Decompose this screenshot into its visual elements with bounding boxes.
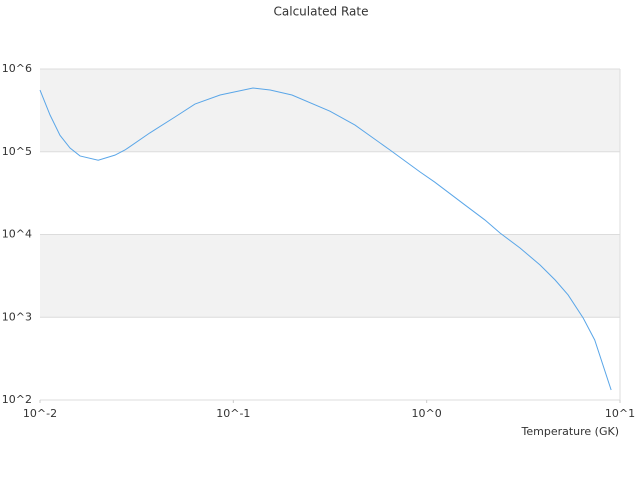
- y-tick-label: 10^4: [2, 228, 32, 241]
- y-tick-label: 10^2: [2, 393, 32, 406]
- y-tick-label: 10^5: [2, 145, 32, 158]
- chart-title: Calculated Rate: [274, 5, 369, 19]
- y-tick-label: 10^3: [2, 310, 32, 323]
- grid-band: [40, 69, 620, 152]
- y-tick-label: 10^6: [2, 62, 32, 75]
- grid-band: [40, 234, 620, 318]
- x-tick-label: 10^-1: [216, 407, 250, 420]
- x-tick-label: 10^0: [412, 407, 442, 420]
- x-axis-label: Temperature (GK): [521, 425, 620, 438]
- line-series: [39, 87, 612, 391]
- x-tick-label: 10^1: [605, 407, 635, 420]
- x-tick-label: 10^-2: [23, 407, 57, 420]
